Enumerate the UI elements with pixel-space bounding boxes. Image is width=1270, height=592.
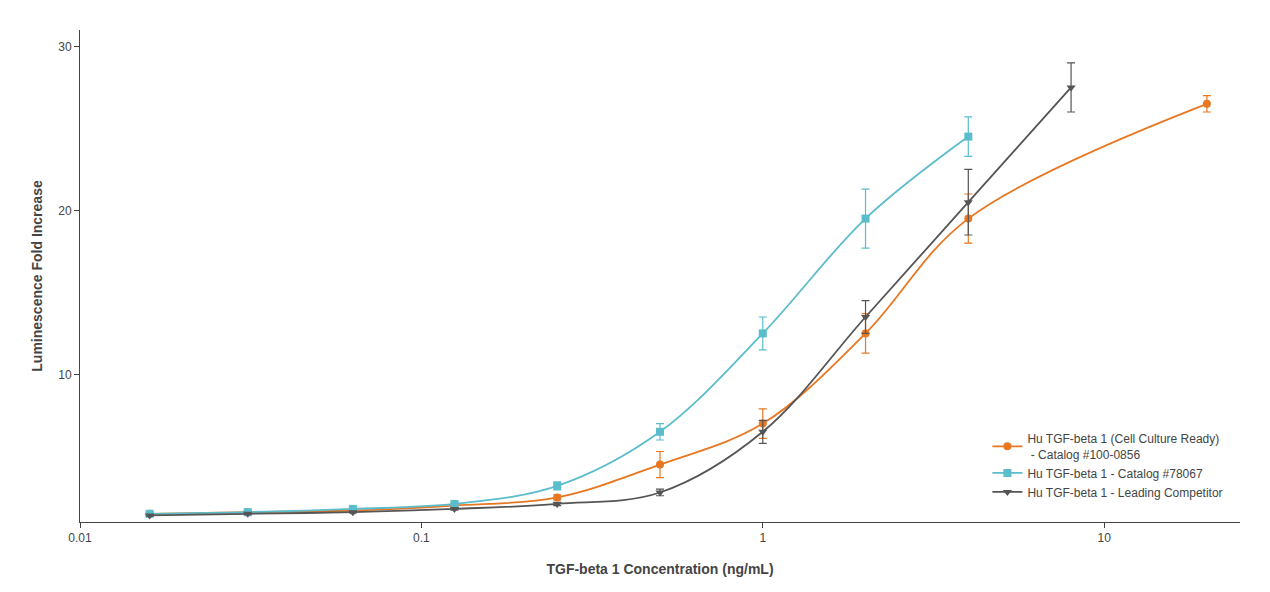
svg-text:Hu TGF-beta 1 - Catalog #78067: Hu TGF-beta 1 - Catalog #78067 (1027, 467, 1203, 481)
svg-text:Hu TGF-beta 1 - Leading Compet: Hu TGF-beta 1 - Leading Competitor (1027, 486, 1222, 500)
svg-text:0.01: 0.01 (68, 531, 92, 545)
svg-text:Hu TGF-beta 1 (Cell Culture Re: Hu TGF-beta 1 (Cell Culture Ready) - Cat… (1027, 432, 1219, 462)
svg-text:1: 1 (759, 531, 766, 545)
svg-text:10: 10 (58, 368, 72, 382)
svg-text:Luminescence Fold Increase: Luminescence Fold Increase (29, 180, 45, 372)
svg-text:TGF-beta 1 Concentration (ng/m: TGF-beta 1 Concentration (ng/mL) (546, 561, 773, 577)
svg-text:10: 10 (1097, 531, 1111, 545)
svg-text:20: 20 (58, 204, 72, 218)
svg-text:30: 30 (58, 40, 72, 54)
svg-text:0.1: 0.1 (413, 531, 430, 545)
